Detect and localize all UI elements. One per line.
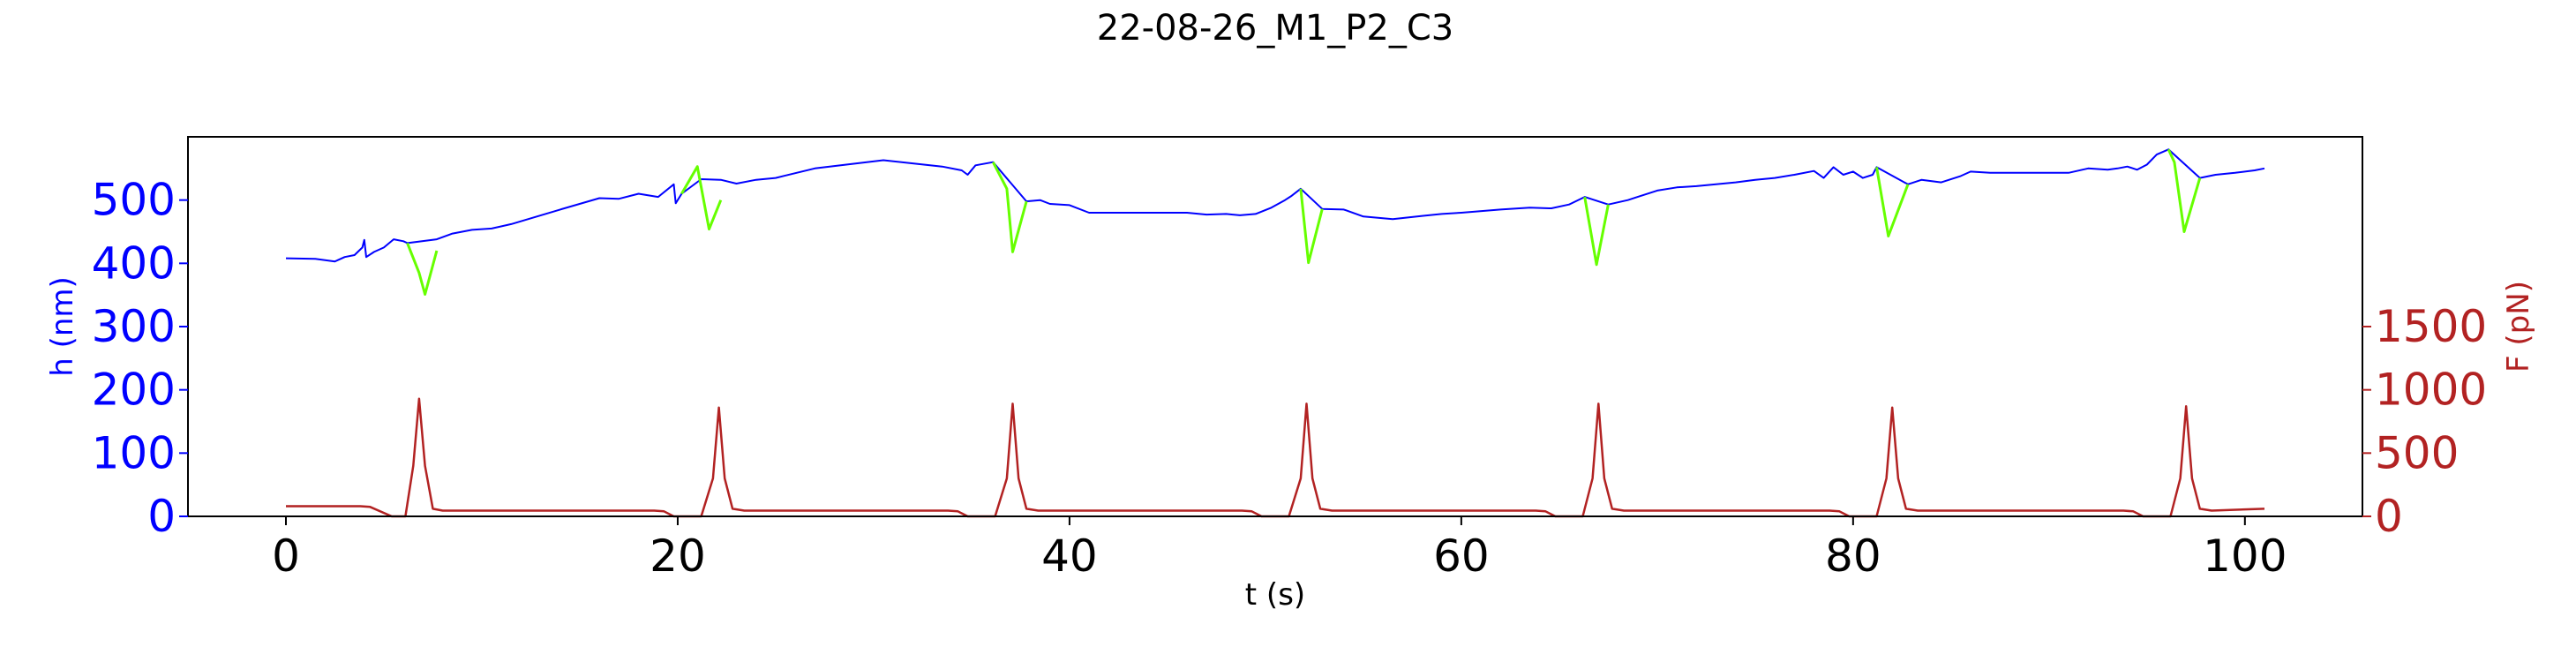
- height-highlight-segment-2: [680, 165, 723, 231]
- y-left-tick-label: 300: [92, 301, 176, 352]
- height-highlight-segment-3: [991, 162, 1028, 253]
- height-highlight-segment-5: [1583, 196, 1610, 267]
- y-axis-label-left: h (nm): [45, 276, 80, 377]
- y-left-tick-label: 0: [147, 491, 176, 542]
- y-left-tick-label: 100: [92, 427, 176, 478]
- x-tick-label: 60: [1433, 530, 1490, 582]
- height-highlight-segment-1: [406, 242, 439, 296]
- x-axis: 0 20 40 60 80 100: [272, 516, 2287, 582]
- y-left-tick-label: 500: [92, 175, 176, 226]
- y-left-tick-label: 200: [92, 365, 176, 416]
- plot-frame: [187, 136, 2363, 517]
- y-axis-right: 0 500 1000 1500: [2362, 301, 2487, 542]
- x-tick-label: 100: [2203, 530, 2287, 582]
- force-series-line: [286, 397, 2265, 518]
- y-right-tick-label: 0: [2375, 491, 2403, 542]
- height-series-line: [285, 148, 2265, 263]
- chart-title: 22-08-26_M1_P2_C3: [1097, 8, 1453, 49]
- x-tick-label: 40: [1041, 530, 1098, 582]
- height-highlight-segment-6: [1875, 167, 1910, 237]
- y-axis-left: 0 100 200 300 400 500: [92, 175, 188, 542]
- height-highlight-segment-7: [2167, 148, 2202, 233]
- x-tick-label: 20: [650, 530, 706, 582]
- height-highlight-segment-4: [1299, 188, 1324, 265]
- x-tick-label: 0: [272, 530, 300, 582]
- y-right-tick-label: 500: [2375, 427, 2459, 478]
- x-tick-label: 80: [1825, 530, 1881, 582]
- y-right-tick-label: 1500: [2375, 301, 2487, 352]
- y-left-tick-label: 400: [92, 237, 176, 289]
- y-axis-label-right: F (pN): [2501, 281, 2536, 372]
- y-right-tick-label: 1000: [2375, 365, 2487, 416]
- x-axis-label: t (s): [1245, 577, 1305, 613]
- plot-lines: [285, 148, 2265, 518]
